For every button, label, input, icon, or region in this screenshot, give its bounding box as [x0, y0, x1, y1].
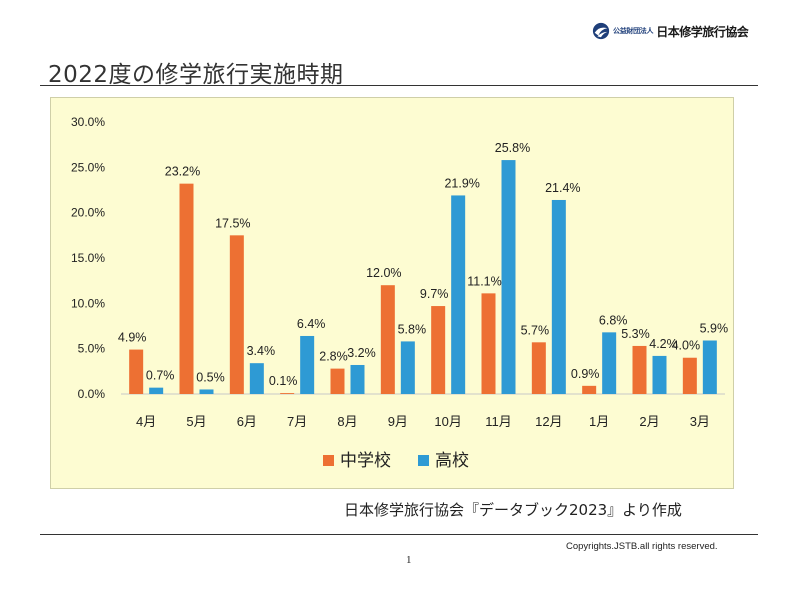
x-tick-label: 5月: [186, 414, 206, 429]
bar-middle-school: [531, 342, 546, 394]
jstb-logo-icon: [592, 22, 610, 40]
footer-divider: [40, 534, 758, 535]
bar-middle-school: [380, 285, 395, 394]
bar-middle-school: [229, 235, 244, 394]
data-label: 0.5%: [196, 370, 225, 384]
copyright-text: Copyrights.JSTB.all rights reserved.: [566, 541, 718, 552]
logo-prefix: 公益財団法人: [613, 27, 654, 35]
y-tick-label: 15.0%: [71, 251, 105, 265]
bar-high-school: [451, 195, 466, 394]
organization-logo: 公益財団法人 日本修学旅行協会: [592, 20, 749, 42]
x-tick-label: 11月: [485, 414, 512, 429]
bar-middle-school: [280, 393, 295, 394]
bar-middle-school: [481, 293, 496, 394]
data-label: 6.8%: [599, 313, 628, 327]
legend-swatch: [418, 455, 429, 466]
x-tick-label: 2月: [639, 414, 659, 429]
legend-label: 高校: [435, 451, 469, 470]
data-label: 5.3%: [621, 327, 650, 341]
x-tick-label: 1月: [589, 414, 609, 429]
data-label: 4.0%: [672, 339, 701, 353]
bar-chart: 0.0% 5.0% 10.0% 15.0% 20.0% 25.0% 30.0% 4.9% 23.…: [71, 115, 729, 470]
data-label: 5.8%: [398, 322, 427, 336]
data-label: 21.4%: [545, 181, 580, 195]
title-divider: [40, 85, 758, 86]
data-label: 2.8%: [319, 350, 348, 364]
data-label: 5.7%: [521, 323, 550, 337]
data-label: 3.4%: [247, 344, 275, 358]
y-tick-label: 20.0%: [71, 206, 105, 220]
data-label: 25.8%: [495, 141, 530, 155]
y-tick-label: 30.0%: [71, 115, 105, 129]
data-label: 12.0%: [366, 266, 401, 280]
x-tick-label: 6月: [237, 414, 257, 429]
y-tick-label: 5.0%: [78, 342, 106, 356]
bar-middle-school: [330, 368, 345, 394]
bar-high-school: [702, 340, 717, 394]
data-label: 0.7%: [146, 369, 175, 383]
data-label: 23.2%: [165, 165, 200, 179]
y-tick-label: 25.0%: [71, 160, 105, 174]
data-label: 0.1%: [269, 374, 298, 388]
x-tick-label: 12月: [535, 414, 562, 429]
y-tick-label: 0.0%: [78, 387, 106, 401]
bar-middle-school: [431, 306, 446, 394]
bar-high-school: [350, 364, 365, 394]
x-tick-label: 7月: [287, 414, 307, 429]
bar-middle-school: [582, 385, 597, 394]
y-tick-label: 10.0%: [71, 296, 105, 310]
data-label: 5.9%: [700, 322, 729, 336]
bar-high-school: [400, 341, 415, 394]
page-title: 2022度の修学旅行実施時期: [48, 62, 344, 88]
bar-high-school: [652, 355, 667, 394]
data-label: 4.9%: [118, 331, 146, 345]
bar-high-school: [149, 387, 164, 394]
x-tick-label: 10月: [434, 414, 461, 429]
bar-high-school: [199, 389, 214, 394]
data-label: 9.7%: [420, 287, 449, 301]
x-tick-label: 8月: [337, 414, 357, 429]
bar-middle-school: [632, 345, 647, 394]
bar-high-school: [300, 335, 315, 394]
x-tick-label: 3月: [690, 414, 710, 429]
source-note: 日本修学旅行協会『データブック2023』より作成: [344, 501, 682, 519]
logo-organization-name: 日本修学旅行協会: [656, 24, 749, 39]
x-tick-label: 4月: [136, 414, 156, 429]
data-label: 3.2%: [347, 346, 376, 360]
legend-label: 中学校: [340, 451, 391, 470]
page-number: 1: [406, 554, 412, 566]
data-label: 21.9%: [444, 176, 479, 190]
bar-middle-school: [179, 183, 194, 394]
legend-swatch: [323, 455, 334, 466]
chart-panel: 0.0% 5.0% 10.0% 15.0% 20.0% 25.0% 30.0% 4.9% 23.…: [50, 97, 734, 489]
data-label: 4.2%: [649, 337, 678, 351]
bar-high-school: [249, 363, 264, 394]
bar-high-school: [602, 332, 617, 394]
bar-middle-school: [129, 349, 144, 394]
x-tick-label: 9月: [388, 414, 408, 429]
data-label: 6.4%: [297, 317, 326, 331]
bar-high-school: [501, 160, 516, 394]
data-label: 0.9%: [571, 367, 600, 381]
bar-middle-school: [682, 357, 697, 394]
bar-high-school: [551, 199, 566, 394]
data-label: 11.1%: [467, 274, 502, 288]
data-label: 17.5%: [215, 216, 250, 230]
